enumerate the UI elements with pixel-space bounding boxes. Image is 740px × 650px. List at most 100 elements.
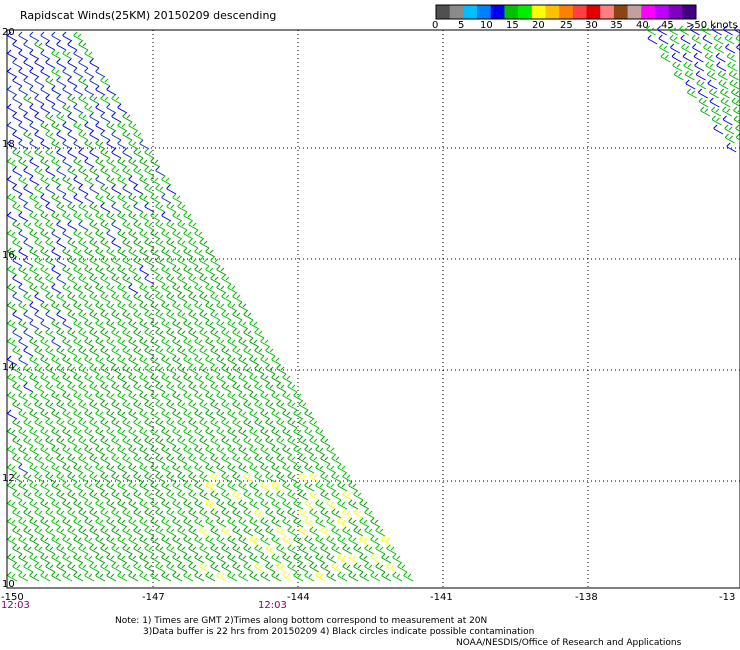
wind-barb [276, 562, 287, 573]
wind-barb [45, 436, 56, 447]
wind-barb [56, 148, 67, 159]
wind-barb [315, 445, 326, 456]
wind-barb [29, 499, 40, 510]
wind-barb [150, 373, 161, 384]
wind-barb [276, 472, 287, 483]
wind-barb [111, 112, 122, 123]
wind-barb [144, 400, 155, 411]
wind-barb [183, 247, 194, 258]
wind-barb [315, 463, 326, 474]
wind-barb [287, 490, 298, 501]
wind-barb [309, 436, 320, 447]
wind-barb [117, 499, 128, 510]
wind-barb [177, 400, 188, 411]
wind-barb [67, 292, 78, 303]
wind-barb [95, 355, 106, 366]
wind-barb [51, 337, 62, 348]
wind-barb [155, 418, 166, 429]
wind-barb [326, 517, 337, 528]
colorbar-swatch [463, 5, 478, 19]
wind-barb [29, 373, 40, 384]
wind-barb [221, 472, 232, 483]
wind-barb [133, 274, 144, 285]
wind-barb [133, 166, 144, 177]
colorbar-label-35: 35 [610, 20, 623, 31]
time-label-middle: 12:03 [258, 600, 287, 611]
wind-barb [243, 454, 254, 465]
wind-barb [139, 283, 150, 294]
wind-barb [188, 562, 199, 573]
wind-barb [205, 337, 216, 348]
wind-barb [51, 481, 62, 492]
wind-barb [232, 418, 243, 429]
wind-barb [144, 328, 155, 339]
wind-barb [133, 436, 144, 447]
wind-barb [216, 553, 227, 564]
wind-barb [166, 256, 177, 267]
wind-barb [194, 265, 205, 276]
wind-barb [111, 508, 122, 519]
wind-barb [238, 481, 249, 492]
wind-barb [271, 391, 282, 402]
wind-barb [194, 535, 205, 546]
wind-barb [62, 391, 73, 402]
wind-barb [733, 115, 740, 124]
wind-barb [216, 373, 227, 384]
wind-barb [331, 526, 342, 537]
wind-barb [34, 544, 45, 555]
wind-barb [78, 76, 89, 87]
wind-barb [199, 418, 210, 429]
wind-barb [337, 499, 348, 510]
wind-barb [128, 337, 139, 348]
wind-barb [56, 508, 67, 519]
wind-barb [260, 517, 271, 528]
wind-barb [40, 463, 51, 474]
wind-barb [161, 337, 172, 348]
lat-label-16: 16 [2, 250, 15, 261]
wind-barb [51, 391, 62, 402]
wind-barb [106, 445, 117, 456]
wind-barb [12, 418, 23, 429]
wind-barb [122, 544, 133, 555]
wind-barb [183, 301, 194, 312]
wind-barb [723, 25, 733, 36]
wind-barb [12, 256, 23, 267]
wind-barb [658, 34, 669, 45]
wind-barb [12, 364, 23, 375]
wind-barb [199, 256, 210, 267]
wind-barb [18, 247, 29, 258]
wind-barb [106, 373, 117, 384]
wind-barb [205, 571, 216, 582]
wind-barb [40, 103, 51, 114]
wind-barb [293, 427, 304, 438]
wind-barb [73, 337, 84, 348]
wind-barb [67, 544, 78, 555]
wind-barb [265, 418, 276, 429]
wind-barb [210, 472, 221, 483]
wind-barb [84, 445, 95, 456]
wind-barb [117, 535, 128, 546]
wind-barb [144, 220, 155, 231]
wind-barb [51, 121, 62, 132]
wind-barb [84, 409, 95, 420]
wind-barb [249, 571, 260, 582]
wind-barb [348, 481, 359, 492]
wind-barb [188, 472, 199, 483]
wind-barb [711, 106, 722, 117]
wind-barb [73, 355, 84, 366]
wind-barb [7, 337, 18, 348]
wind-barb [216, 337, 227, 348]
wind-barb [45, 526, 56, 537]
wind-barb [40, 67, 51, 78]
wind-barb [40, 535, 51, 546]
wind-barb [172, 409, 183, 420]
wind-barb [199, 292, 210, 303]
wind-barb [45, 490, 56, 501]
wind-barb [227, 553, 238, 564]
wind-barb [205, 481, 216, 492]
wind-barb [166, 310, 177, 321]
wind-barb [690, 25, 700, 36]
wind-barb [309, 526, 320, 537]
wind-barb [177, 526, 188, 537]
wind-barb [111, 544, 122, 555]
